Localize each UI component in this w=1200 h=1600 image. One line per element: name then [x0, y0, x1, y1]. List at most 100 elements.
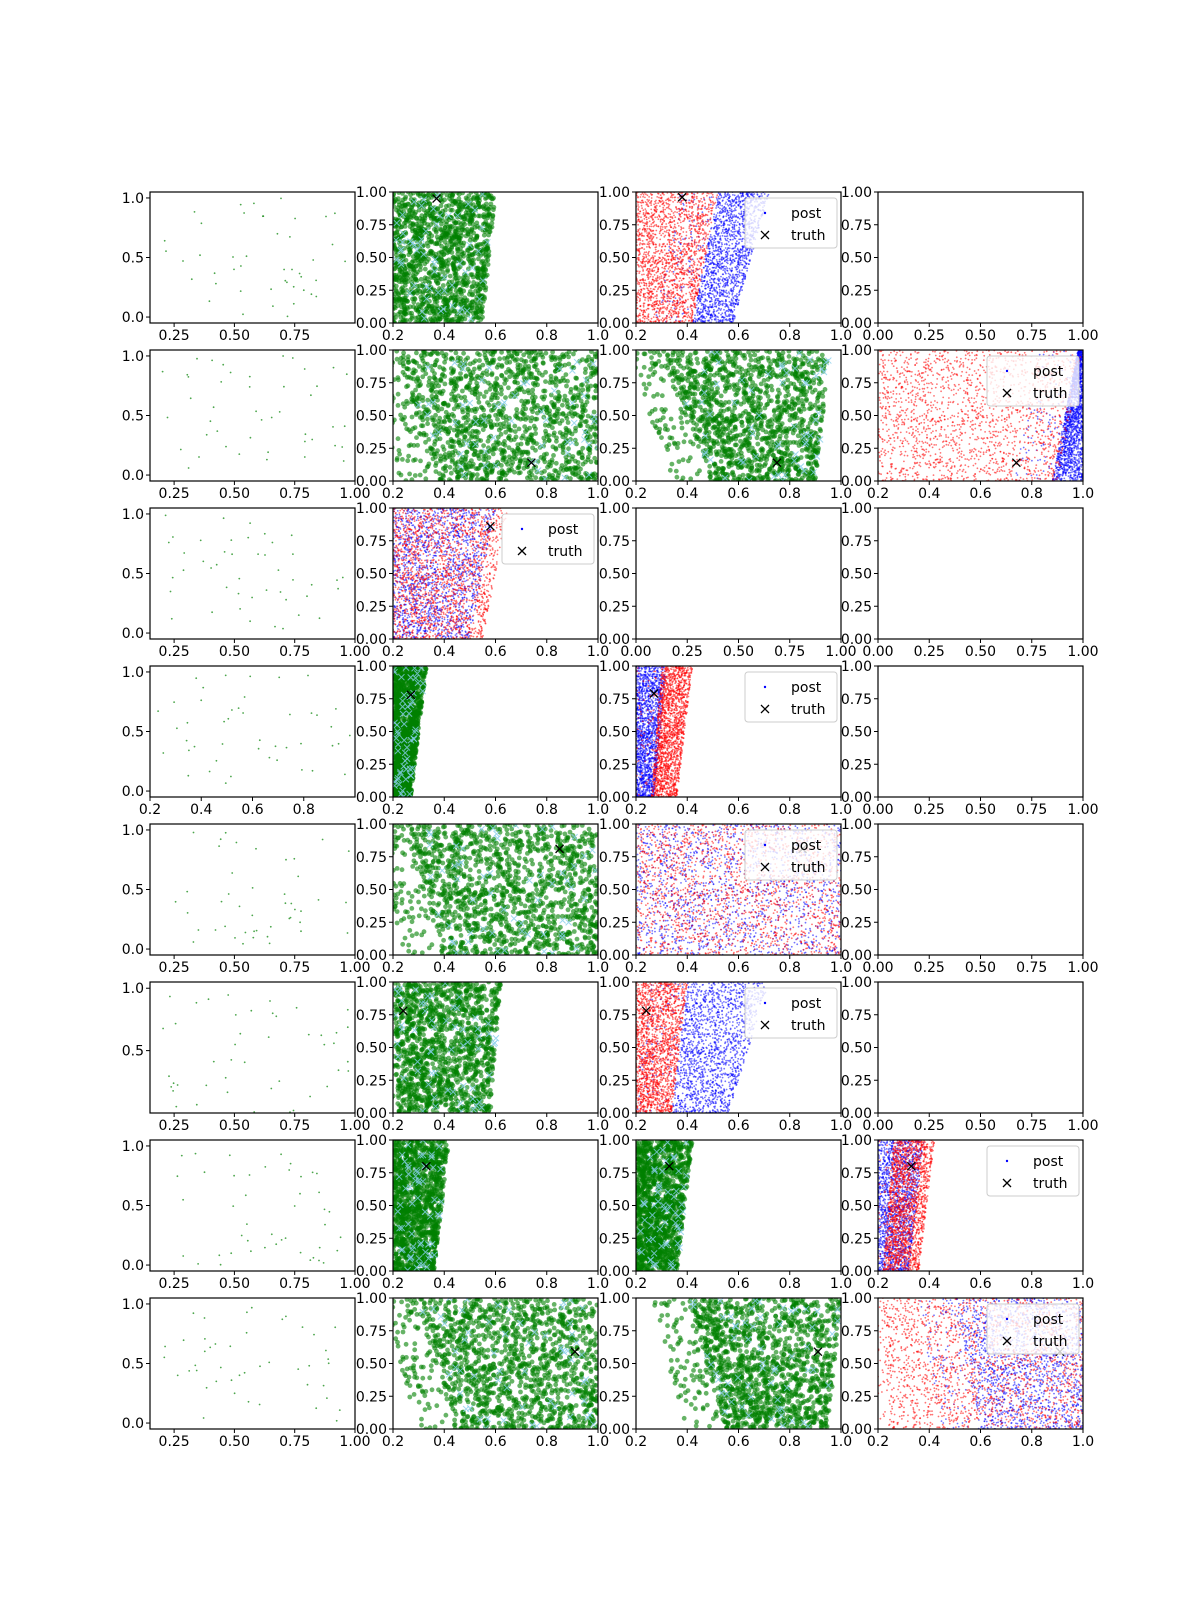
posterior-point-red	[645, 214, 647, 216]
posterior-point-blue	[713, 239, 715, 241]
posterior-point-blue	[740, 252, 742, 254]
posterior-point-red	[650, 288, 652, 290]
posterior-point-blue	[734, 279, 736, 281]
posterior-point-blue	[743, 261, 745, 263]
posterior-point-red	[712, 201, 714, 203]
posterior-point-red	[637, 316, 639, 318]
posterior-point-red	[645, 254, 647, 256]
posterior-point-red	[708, 206, 710, 208]
posterior-point-blue	[704, 292, 706, 294]
posterior-point-red	[656, 237, 658, 239]
posterior-point-blue	[713, 216, 715, 218]
posterior-point-red	[673, 283, 675, 285]
posterior-point-blue	[736, 265, 738, 267]
posterior-point-red	[650, 265, 652, 267]
posterior-point-blue	[744, 257, 746, 259]
posterior-point	[410, 208, 415, 213]
x-tick-label: 0.6	[484, 328, 506, 344]
posterior-point-red	[642, 209, 644, 211]
posterior-point-blue	[708, 311, 710, 313]
posterior-point-blue	[712, 243, 714, 245]
posterior-point-blue	[731, 248, 733, 250]
posterior-point-blue	[704, 306, 706, 308]
posterior-point-blue	[717, 262, 719, 264]
posterior-point-red	[643, 243, 645, 245]
posterior-point-red	[678, 303, 680, 305]
posterior-point-blue	[738, 233, 740, 235]
posterior-point-red	[672, 302, 674, 304]
posterior-point	[382, 202, 387, 207]
posterior-point-blue	[739, 218, 741, 220]
posterior-point-blue	[732, 231, 734, 233]
posterior-point-red	[665, 215, 667, 217]
posterior-point-blue	[715, 233, 717, 235]
posterior-point-red	[657, 269, 659, 271]
posterior-point-red	[686, 231, 688, 233]
posterior-point	[397, 279, 402, 284]
posterior-point-blue	[721, 205, 723, 207]
posterior-point-blue	[751, 250, 753, 252]
posterior-point-blue	[740, 286, 742, 288]
posterior-point-red	[666, 307, 668, 309]
posterior-point-red	[678, 248, 680, 250]
posterior-point-blue	[735, 274, 737, 276]
posterior-point-red	[653, 252, 655, 254]
posterior-point-blue	[741, 252, 743, 254]
posterior-point-red	[609, 279, 611, 281]
posterior-point	[387, 200, 392, 205]
posterior-point-blue	[731, 243, 733, 245]
posterior-point-blue	[718, 300, 720, 302]
posterior-point-red	[711, 213, 713, 215]
posterior-point-blue	[721, 263, 723, 265]
posterior-point-red	[657, 271, 659, 273]
posterior-point-blue	[734, 228, 736, 230]
posterior-point-blue	[719, 204, 721, 206]
posterior-point-blue	[718, 196, 720, 198]
posterior-point-red	[618, 237, 620, 239]
sample-point	[246, 255, 248, 257]
posterior-point-red	[656, 216, 658, 218]
posterior-point-red	[660, 290, 662, 292]
posterior-point-blue	[740, 216, 742, 218]
posterior-point	[484, 247, 489, 252]
posterior-point-blue	[711, 227, 713, 229]
posterior-point-red	[679, 309, 681, 311]
posterior-point-blue	[722, 286, 724, 288]
posterior-point-blue	[733, 205, 735, 207]
posterior-point-red	[670, 247, 672, 249]
posterior-point-blue	[702, 245, 704, 247]
posterior-point	[457, 207, 462, 212]
posterior-point	[481, 242, 486, 247]
posterior-point-blue	[696, 300, 698, 302]
posterior-point-red	[662, 246, 664, 248]
posterior-point	[444, 229, 449, 234]
posterior-point	[425, 241, 430, 246]
posterior-point-blue	[731, 282, 733, 284]
posterior-point-blue	[717, 218, 719, 220]
posterior-point-red	[639, 300, 641, 302]
posterior-point-red	[670, 290, 672, 292]
posterior-point-blue	[735, 235, 737, 237]
posterior-point	[466, 193, 471, 198]
posterior-point-red	[641, 221, 643, 223]
posterior-point-red	[664, 254, 666, 256]
posterior-point-red	[693, 272, 695, 274]
posterior-point-blue	[733, 309, 735, 311]
sample-point	[283, 269, 285, 271]
posterior-point-blue	[723, 215, 725, 217]
posterior-point-red	[647, 243, 649, 245]
posterior-point-blue	[724, 306, 726, 308]
posterior-point-red	[656, 319, 658, 321]
posterior-point-blue	[715, 302, 717, 304]
posterior-point-blue	[707, 275, 709, 277]
posterior-point-red	[664, 317, 666, 319]
sample-point	[240, 290, 242, 292]
posterior-point-blue	[723, 309, 725, 311]
posterior-point-blue	[739, 269, 741, 271]
x-tick-label: 0.75	[279, 328, 310, 344]
posterior-point	[432, 297, 437, 302]
posterior-point-blue	[736, 199, 738, 201]
posterior-point-blue	[707, 293, 709, 295]
posterior-point	[369, 236, 374, 241]
posterior-point-red	[648, 217, 650, 219]
